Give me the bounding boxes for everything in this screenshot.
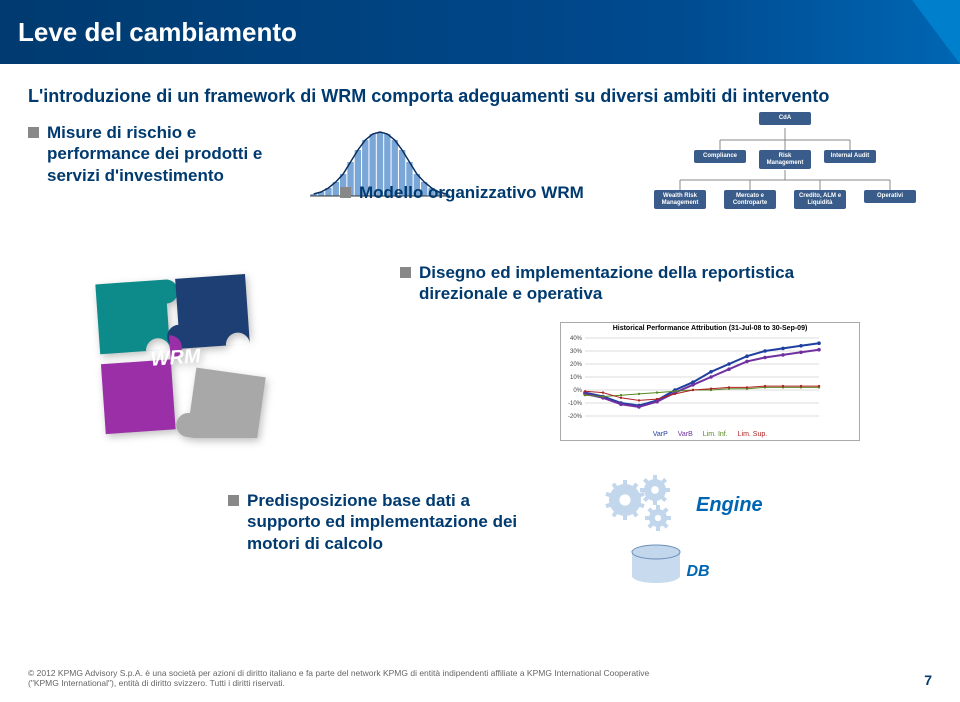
org-r2-3: Operativi (864, 190, 916, 203)
svg-text:-20%: -20% (568, 414, 583, 420)
bullet-icon (228, 495, 239, 506)
legend-varp: VarP (653, 431, 668, 438)
svg-text:20%: 20% (570, 362, 583, 368)
org-top: CdA (759, 112, 811, 125)
org-r2-1: Mercato e Controparte (724, 190, 776, 209)
block-model-text: Modello organizzativo WRM (359, 182, 584, 203)
content-area: L'introduzione di un framework di WRM co… (0, 64, 960, 107)
org-r1-2: Internal Audit (824, 150, 876, 163)
block-engine: Predisposizione base dati a supporto ed … (228, 490, 548, 554)
org-r1-0: Compliance (694, 150, 746, 163)
legend-liminf: Lim. Inf. (703, 431, 728, 438)
bullet-icon (28, 127, 39, 138)
svg-text:30%: 30% (570, 349, 583, 355)
org-r2-2: Credito, ALM e Liquidità (794, 190, 846, 209)
org-r1-1: Risk Management (759, 150, 811, 169)
svg-text:40%: 40% (570, 336, 583, 342)
svg-text:0%: 0% (573, 388, 582, 394)
block-engine-text: Predisposizione base dati a supporto ed … (247, 490, 548, 554)
intro-text: L'introduzione di un framework di WRM co… (28, 86, 932, 107)
org-r2-0: Wealth Risk Management (654, 190, 706, 209)
bullet-icon (340, 187, 351, 198)
legend-limsup: Lim. Sup. (738, 431, 768, 438)
svg-text:10%: 10% (570, 375, 583, 381)
engine-label: Engine (696, 494, 763, 517)
block-measures-text: Misure di rischio e performance dei prod… (47, 122, 278, 186)
copyright-text: © 2012 KPMG Advisory S.p.A. è una societ… (28, 668, 668, 688)
chart-legend: VarP VarB Lim. Inf. Lim. Sup. (561, 429, 859, 440)
puzzle-graphic: WRM (70, 258, 300, 438)
block-report: Disegno ed implementazione della reporti… (400, 262, 820, 305)
page-title: Leve del cambiamento (18, 17, 297, 48)
header-corner (912, 0, 960, 64)
chart-title: Historical Performance Attribution (31-J… (561, 323, 859, 334)
bullet-icon (400, 267, 411, 278)
engine-graphic: Engine DB (600, 470, 770, 581)
block-report-text: Disegno ed implementazione della reporti… (419, 262, 820, 305)
header-bar: Leve del cambiamento (0, 0, 960, 64)
database-icon (626, 544, 686, 588)
legend-varb: VarB (678, 431, 693, 438)
block-model: Modello organizzativo WRM (340, 182, 640, 203)
performance-chart: Historical Performance Attribution (31-J… (560, 322, 860, 441)
puzzle-label: WRM (150, 345, 203, 371)
footer: © 2012 KPMG Advisory S.p.A. è una societ… (28, 668, 932, 688)
gears-icon (600, 470, 690, 540)
page-number: 7 (924, 672, 932, 688)
svg-text:-10%: -10% (568, 401, 583, 407)
block-measures: Misure di rischio e performance dei prod… (28, 122, 278, 186)
org-chart: CdA Compliance Risk Management Internal … (640, 112, 930, 222)
